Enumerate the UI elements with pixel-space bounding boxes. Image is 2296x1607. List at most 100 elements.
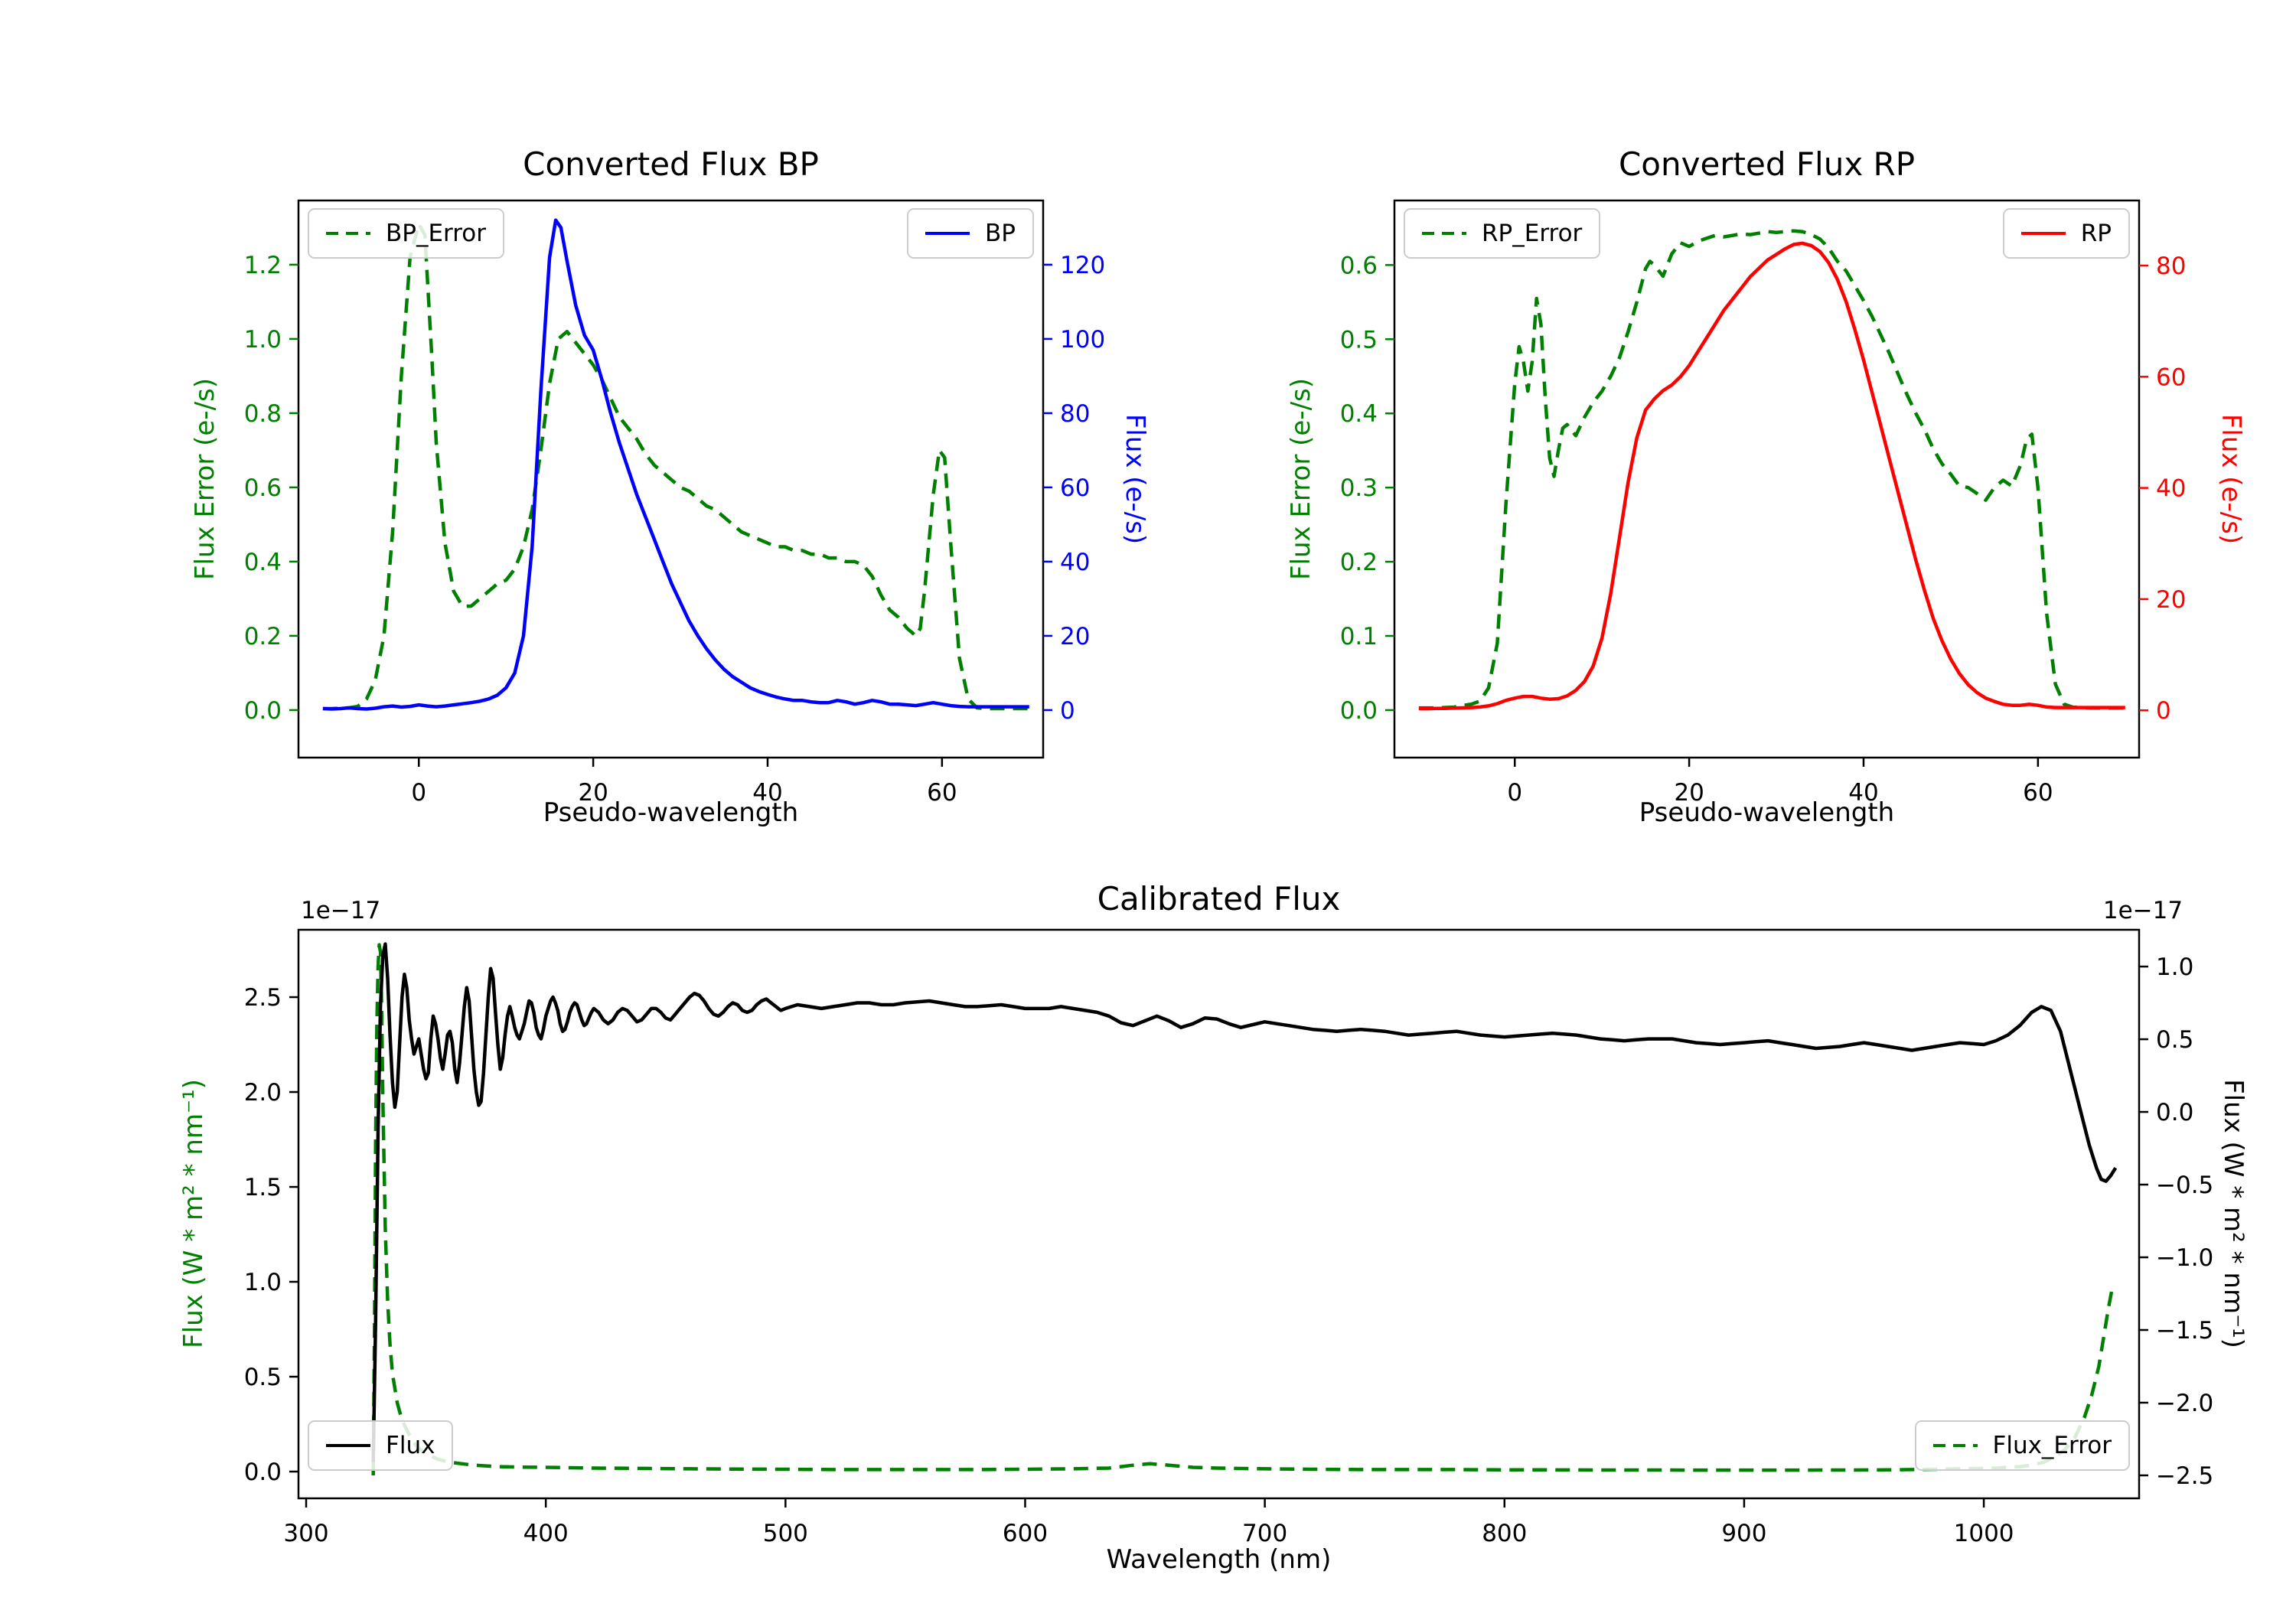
svg-text:40: 40	[1060, 549, 1090, 576]
rp-rp-error-line	[1418, 229, 2125, 710]
rp-line-swatch	[2020, 232, 2066, 235]
svg-text:500: 500	[763, 1520, 808, 1547]
cal-flux-line	[371, 942, 2118, 1462]
svg-text:40: 40	[1848, 779, 1878, 807]
svg-text:120: 120	[1060, 252, 1105, 279]
svg-text:40: 40	[752, 779, 782, 807]
bp-x-ticks: 0 20 40 60	[411, 758, 957, 807]
cal-y-ticks-left: 0.0 0.5 1.0 1.5 2.0 2.5	[244, 984, 298, 1486]
svg-text:800: 800	[1482, 1520, 1527, 1547]
rp-y-ticks-left: 0.0 0.1 0.2 0.3 0.4 0.5 0.6	[1340, 252, 1394, 725]
bp-line-swatch	[925, 232, 970, 235]
svg-text:20: 20	[2156, 586, 2186, 614]
svg-text:400: 400	[523, 1520, 569, 1547]
svg-text:60: 60	[1060, 474, 1090, 502]
svg-text:−1.0: −1.0	[2156, 1244, 2213, 1272]
svg-text:0.0: 0.0	[244, 1459, 282, 1486]
svg-text:100: 100	[1060, 326, 1105, 354]
rp-y-ticks-right: 0 20 40 60 80	[2139, 253, 2186, 725]
svg-text:20: 20	[1060, 623, 1090, 650]
bp-yaxis-right-label: Flux (e-/s)	[1120, 413, 1150, 545]
svg-text:0.4: 0.4	[1340, 400, 1378, 428]
bp-chart-title: Converted Flux BP	[523, 145, 819, 183]
flux-error-line-swatch	[1932, 1444, 1978, 1447]
rp-yaxis-left-label: Flux Error (e-/s)	[1286, 377, 1316, 581]
cal-y-ticks-right: −2.5 −2.0 −1.5 −1.0 −0.5 0.0 0.5 1.0	[2139, 953, 2213, 1490]
rp-error-line-swatch	[1422, 232, 1466, 235]
legend-bp: BP	[907, 208, 1034, 259]
svg-text:1.0: 1.0	[244, 326, 282, 354]
svg-text:20: 20	[578, 779, 608, 807]
cal-flux-error-line	[371, 943, 2114, 1476]
legend-bp-error-label: BP_Error	[386, 220, 487, 247]
svg-text:1.0: 1.0	[244, 1269, 282, 1296]
rp-axes-frame	[1393, 199, 2141, 759]
svg-text:2.5: 2.5	[244, 984, 282, 1012]
flux-line-swatch	[326, 1444, 370, 1447]
svg-text:0.1: 0.1	[1340, 623, 1378, 650]
legend-rp-error: RP_Error	[1404, 208, 1601, 259]
svg-text:0.2: 0.2	[244, 623, 282, 650]
svg-text:0.5: 0.5	[244, 1364, 282, 1391]
rp-xaxis-label: Pseudo-wavelength	[1639, 797, 1895, 828]
svg-text:0.8: 0.8	[244, 400, 282, 428]
bp-error-line-swatch	[326, 232, 370, 235]
svg-text:0: 0	[411, 779, 426, 807]
rp-chart-title: Converted Flux RP	[1618, 145, 1916, 183]
rp-yaxis-right-label: Flux (e-/s)	[2216, 413, 2246, 545]
cal-yaxis-right-label: Flux (W * m² * nm⁻¹)	[2218, 1079, 2249, 1348]
svg-text:1.0: 1.0	[2156, 953, 2193, 981]
legend-bp-error: BP_Error	[308, 208, 505, 259]
cal-axes-frame	[297, 928, 2141, 1500]
cal-yaxis-left-label: Flux (W * m² * nm⁻¹)	[178, 1079, 209, 1348]
svg-text:−1.5: −1.5	[2156, 1317, 2213, 1345]
svg-text:−2.5: −2.5	[2156, 1462, 2213, 1490]
svg-text:1.2: 1.2	[244, 252, 282, 279]
svg-text:60: 60	[2023, 779, 2053, 807]
legend-flux: Flux	[308, 1420, 454, 1471]
svg-text:80: 80	[1060, 400, 1090, 428]
legend-flux-error: Flux_Error	[1914, 1420, 2130, 1471]
bp-y-ticks-left: 0.0 0.2 0.4 0.6 0.8 1.0 1.2	[244, 252, 298, 725]
svg-text:0: 0	[1060, 697, 1075, 725]
svg-text:2.0: 2.0	[244, 1079, 282, 1107]
svg-text:1000: 1000	[1954, 1520, 2014, 1547]
svg-text:0.2: 0.2	[1340, 549, 1378, 576]
svg-text:900: 900	[1721, 1520, 1766, 1547]
legend-bp-label: BP	[985, 220, 1016, 247]
bp-axes-frame	[297, 199, 1045, 759]
rp-rp-line	[1418, 241, 2125, 711]
svg-text:0: 0	[2156, 697, 2171, 725]
svg-text:40: 40	[2156, 475, 2186, 503]
svg-text:0.0: 0.0	[2156, 1099, 2193, 1126]
svg-text:0.5: 0.5	[1340, 326, 1378, 354]
bp-bp-error-line	[322, 222, 1029, 711]
svg-text:700: 700	[1242, 1520, 1287, 1547]
legend-flux-label: Flux	[386, 1432, 435, 1459]
legend-rp-error-label: RP_Error	[1482, 220, 1583, 247]
svg-text:20: 20	[1674, 779, 1704, 807]
bp-y-ticks-right: 0 20 40 60 80 100 120	[1043, 252, 1105, 725]
svg-text:0.5: 0.5	[2156, 1026, 2193, 1054]
svg-text:−0.5: −0.5	[2156, 1172, 2213, 1199]
svg-text:80: 80	[2156, 253, 2186, 280]
legend-rp: RP	[2002, 208, 2130, 259]
svg-text:0.6: 0.6	[1340, 252, 1378, 279]
cal-x-ticks: 300 400 500 600 700 800 900 1000	[283, 1498, 2014, 1547]
svg-text:1.5: 1.5	[244, 1174, 282, 1201]
svg-text:0.6: 0.6	[244, 474, 282, 502]
svg-text:60: 60	[927, 779, 957, 807]
bp-xaxis-label: Pseudo-wavelength	[543, 797, 799, 828]
bp-bp-line	[322, 218, 1029, 711]
svg-text:0.0: 0.0	[1340, 697, 1378, 725]
svg-text:60: 60	[2156, 363, 2186, 391]
svg-text:300: 300	[283, 1520, 328, 1547]
svg-text:0: 0	[1507, 779, 1522, 807]
rp-x-ticks: 0 20 40 60	[1507, 758, 2053, 807]
cal-left-offset-text: 1e−17	[301, 897, 381, 924]
svg-text:0.4: 0.4	[244, 549, 282, 576]
legend-flux-error-label: Flux_Error	[1992, 1432, 2112, 1459]
cal-xaxis-label: Wavelength (nm)	[1106, 1544, 1332, 1575]
